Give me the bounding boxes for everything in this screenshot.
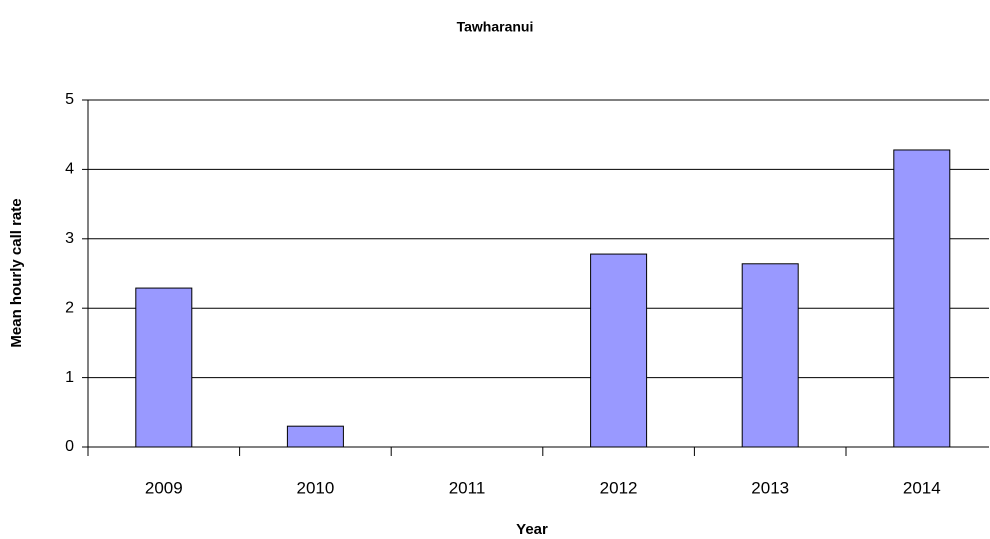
x-tick-label: 2009	[145, 478, 183, 497]
y-tick-label: 1	[65, 369, 74, 386]
x-tick-label: 2014	[903, 478, 941, 497]
y-axis-label: Mean hourly call rate	[8, 198, 25, 347]
x-tick-label: 2012	[600, 478, 638, 497]
y-tick-label: 0	[65, 438, 74, 455]
y-tick-label: 3	[65, 230, 74, 247]
bar	[741, 263, 799, 448]
x-tick-label: 2011	[449, 478, 486, 497]
bar	[135, 287, 193, 448]
x-tick-label: 2013	[751, 478, 789, 497]
bar	[590, 253, 648, 448]
bar	[286, 425, 344, 448]
y-tick-label: 2	[65, 299, 74, 316]
x-tick-label: 2010	[296, 478, 334, 497]
y-tick-label: 5	[65, 91, 74, 108]
chart-title: Tawharanui	[457, 19, 534, 35]
x-axis-label: Year	[516, 521, 548, 538]
y-tick-label: 4	[65, 161, 74, 178]
bar	[893, 149, 951, 448]
